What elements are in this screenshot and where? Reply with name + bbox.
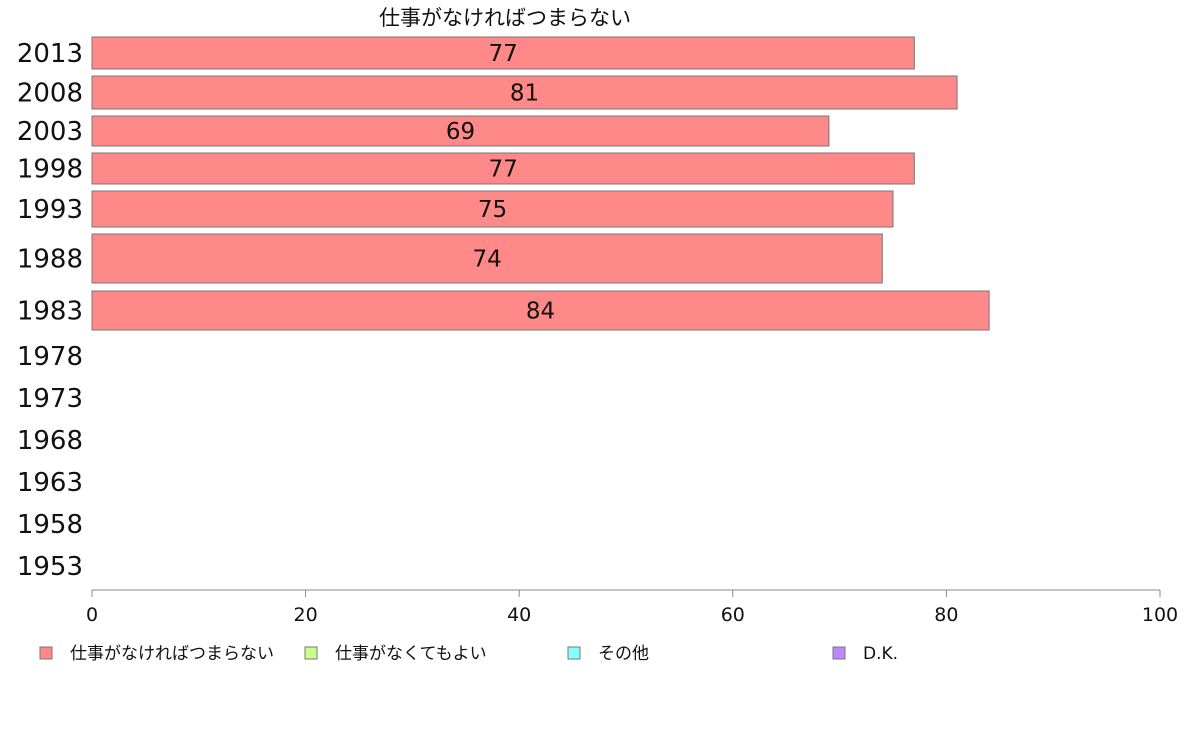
legend-swatch-0 (39, 646, 53, 660)
x-tick-label-80: 80 (934, 604, 958, 626)
legend-item-0: 仕事がなければつまらない (39, 644, 274, 664)
chart-title: 仕事がなければつまらない (379, 6, 631, 30)
bars-group: 77 81 69 77 75 74 84 (91, 36, 990, 331)
bar-1983-series-0 (91, 290, 990, 331)
legend-swatch-2 (567, 646, 581, 660)
value-label-1998-series-0: 77 (489, 157, 518, 183)
legend-label-3: D.K. (863, 644, 898, 664)
x-tick-label-100: 100 (1142, 604, 1178, 626)
legend-swatch-3 (832, 646, 846, 660)
legend-item-3: D.K. (832, 644, 898, 664)
category-label-1963: 1963 (17, 468, 83, 498)
value-label-1983-series-0: 84 (526, 299, 555, 325)
category-label-1983: 1983 (17, 297, 83, 327)
category-label-1988: 1988 (17, 245, 83, 275)
x-axis: 0 20 40 60 80 100 (86, 589, 1178, 626)
category-label-1958: 1958 (17, 510, 83, 540)
category-label-2013: 2013 (17, 39, 83, 69)
category-label-2003: 2003 (17, 117, 83, 147)
x-tick-label-20: 20 (294, 604, 318, 626)
bar-2003-series-0 (91, 115, 830, 147)
x-tick-label-0: 0 (86, 604, 98, 626)
legend-item-2: その他 (567, 644, 649, 664)
category-label-2008: 2008 (17, 79, 83, 109)
legend: 仕事がなければつまらない 仕事がなくてもよい その他 D.K. (39, 644, 898, 664)
legend-label-1: 仕事がなくてもよい (335, 644, 487, 664)
value-label-2008-series-0: 81 (510, 81, 539, 107)
legend-label-2: その他 (598, 644, 649, 664)
value-label-1988-series-0: 74 (473, 247, 502, 273)
value-label-2003-series-0: 69 (446, 119, 475, 145)
value-label-2013-series-0: 77 (489, 41, 518, 67)
bar-2008-series-0 (91, 75, 958, 110)
value-label-1993-series-0: 75 (478, 197, 507, 223)
bar-1998-series-0 (91, 152, 915, 185)
category-labels: 2013 2008 2003 1998 1993 1988 1983 1978 1973 1968… (17, 39, 83, 582)
x-tick-label-40: 40 (507, 604, 531, 626)
legend-item-1: 仕事がなくてもよい (304, 644, 487, 664)
category-label-1978: 1978 (17, 342, 83, 372)
x-tick-label-60: 60 (721, 604, 745, 626)
legend-swatch-1 (304, 646, 318, 660)
bar-1993-series-0 (91, 190, 894, 228)
bar-2013-series-0 (91, 36, 915, 70)
category-label-1953: 1953 (17, 552, 83, 582)
bar-1988-series-0 (91, 233, 883, 284)
category-label-1973: 1973 (17, 384, 83, 414)
category-label-1993: 1993 (17, 195, 83, 225)
category-label-1968: 1968 (17, 426, 83, 456)
category-label-1998: 1998 (17, 155, 83, 185)
legend-label-0: 仕事がなければつまらない (70, 644, 274, 664)
